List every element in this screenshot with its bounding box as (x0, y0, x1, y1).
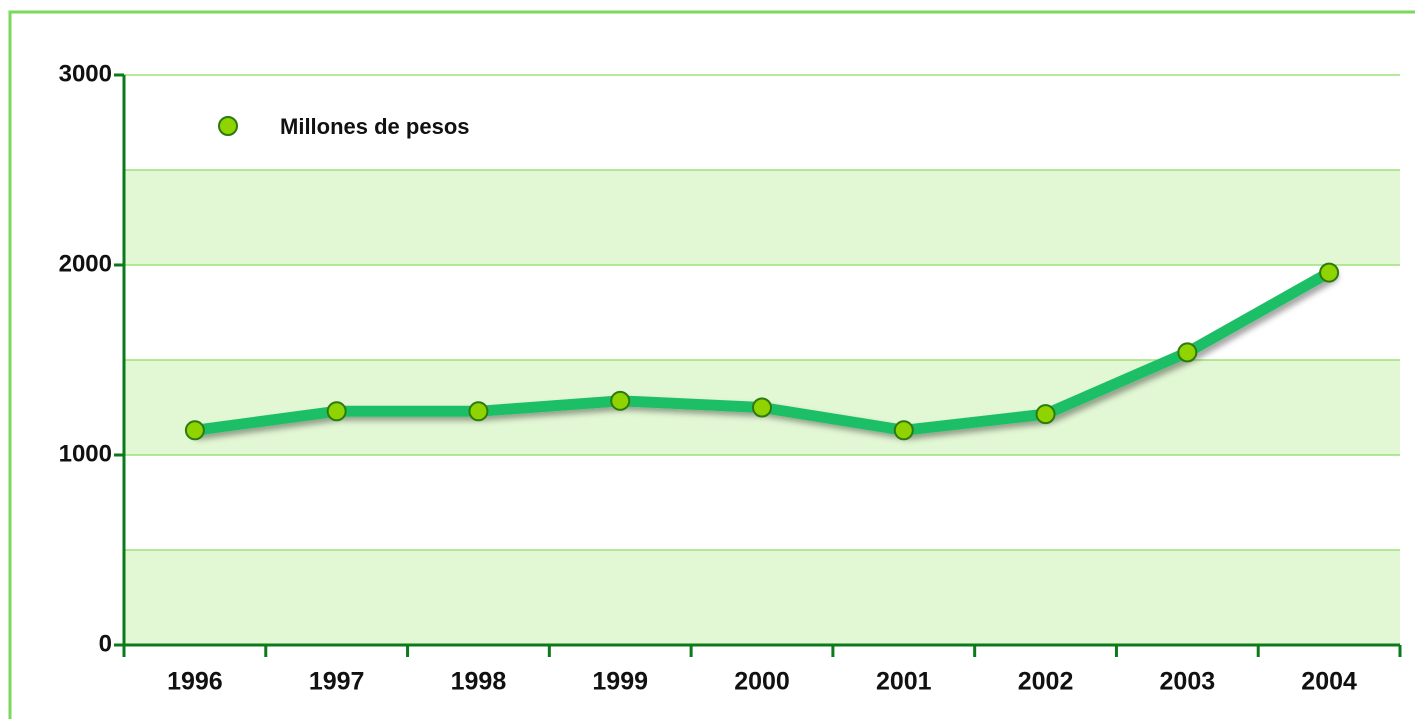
x-tick-label: 2001 (876, 668, 932, 696)
point (1319, 262, 1340, 283)
point (326, 401, 347, 422)
band (124, 550, 1400, 645)
point (184, 420, 205, 441)
point (1177, 342, 1198, 363)
x-tick-label: 1997 (309, 668, 365, 696)
x-tick-label: 1998 (451, 668, 507, 696)
x-tick-label: 1999 (592, 668, 648, 696)
legend-label: Millones de pesos (280, 114, 470, 139)
point (1035, 404, 1056, 425)
x-tick-label: 2004 (1301, 668, 1357, 696)
y-tick-label: 2000 (59, 250, 112, 277)
x-tick-label: 2000 (734, 668, 790, 696)
point (610, 390, 631, 411)
x-tick-label: 1996 (167, 668, 223, 696)
band (124, 170, 1400, 265)
y-tick-label: 1000 (59, 440, 112, 467)
axes: 0 1000 2000 3000 1996 1997 1998 1999 2000 2001 200… (59, 60, 1402, 696)
series (184, 262, 1340, 441)
point (893, 420, 914, 441)
legend-marker (218, 116, 238, 136)
point (752, 397, 772, 418)
x-tick-label: 2002 (1018, 668, 1074, 696)
y-tick-label: 3000 (59, 60, 112, 87)
frame (8, 10, 1415, 719)
point (468, 401, 489, 422)
y-tick-label: 0 (99, 630, 112, 657)
x-tick-label: 2003 (1160, 668, 1216, 696)
